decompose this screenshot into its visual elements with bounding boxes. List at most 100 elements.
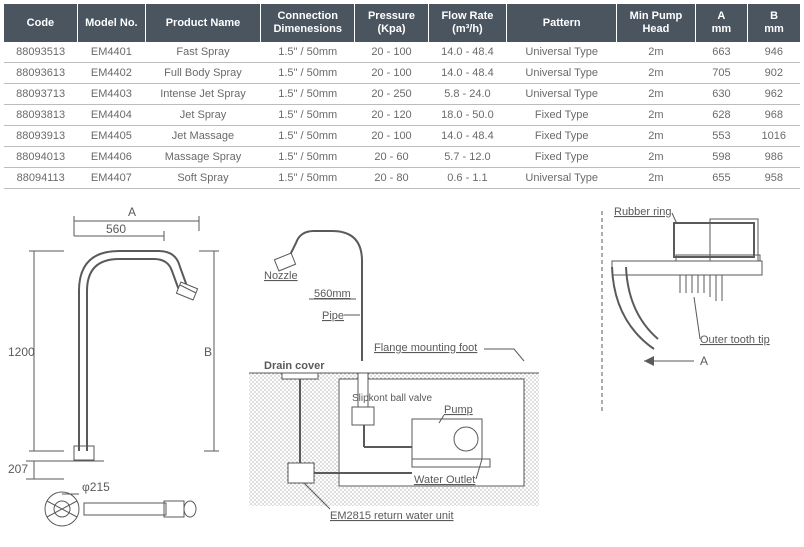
- table-cell: Universal Type: [507, 84, 617, 105]
- table-row: 88093713EM4403Intense Jet Spray1.5" / 50…: [4, 84, 800, 105]
- table-cell: 2m: [617, 168, 696, 189]
- table-cell: 2m: [617, 126, 696, 147]
- table-cell: 598: [695, 147, 747, 168]
- label-flange: Flange mounting foot: [374, 342, 477, 354]
- label-outer-tooth: Outer tooth tip: [700, 334, 770, 346]
- column-header: Flow Rate(m³/h): [428, 4, 507, 42]
- label-return-unit: EM2815 return water unit: [330, 510, 454, 522]
- column-header: Pattern: [507, 4, 617, 42]
- diagram-detail: Rubber ring Outer tooth: [554, 201, 794, 424]
- table-cell: 88093613: [4, 63, 77, 84]
- dim-207-label: 207: [8, 462, 28, 476]
- table-cell: 2m: [617, 84, 696, 105]
- label-drain-cover: Drain cover: [264, 360, 325, 372]
- table-cell: 553: [695, 126, 747, 147]
- table-cell: Fixed Type: [507, 126, 617, 147]
- diagram-dimensional: A 560 1200 B: [4, 201, 234, 534]
- table-cell: 1.5" / 50mm: [261, 126, 355, 147]
- diagrams-row: A 560 1200 B: [4, 201, 800, 534]
- table-row: 88093513EM4401Fast Spray1.5" / 50mm20 - …: [4, 42, 800, 63]
- label-pump: Pump: [444, 404, 473, 416]
- table-cell: 1.5" / 50mm: [261, 42, 355, 63]
- label-pipe: Pipe: [322, 310, 344, 322]
- table-cell: EM4405: [77, 126, 145, 147]
- table-cell: Fixed Type: [507, 105, 617, 126]
- table-cell: 14.0 - 48.4: [428, 126, 507, 147]
- column-header: Product Name: [145, 4, 260, 42]
- table-cell: Full Body Spray: [145, 63, 260, 84]
- table-cell: Jet Massage: [145, 126, 260, 147]
- table-row: 88093813EM4404Jet Spray1.5" / 50mm20 - 1…: [4, 105, 800, 126]
- table-cell: EM4402: [77, 63, 145, 84]
- table-cell: Soft Spray: [145, 168, 260, 189]
- label-A-arrow: A: [700, 354, 708, 368]
- table-cell: 20 - 120: [355, 105, 428, 126]
- table-cell: 2m: [617, 147, 696, 168]
- table-cell: 14.0 - 48.4: [428, 42, 507, 63]
- table-cell: 1.5" / 50mm: [261, 84, 355, 105]
- table-cell: 1.5" / 50mm: [261, 63, 355, 84]
- label-water-outlet: Water Outlet: [414, 474, 475, 486]
- table-cell: 968: [748, 105, 800, 126]
- table-cell: Intense Jet Spray: [145, 84, 260, 105]
- product-table: CodeModel No.Product NameConnectionDimen…: [4, 4, 800, 189]
- table-cell: 628: [695, 105, 747, 126]
- table-cell: 1.5" / 50mm: [261, 105, 355, 126]
- table-cell: 20 - 100: [355, 126, 428, 147]
- dim-phi215-label: φ215: [82, 480, 110, 494]
- table-cell: 20 - 250: [355, 84, 428, 105]
- table-cell: 2m: [617, 42, 696, 63]
- dim-B-label: B: [204, 345, 212, 359]
- table-cell: 20 - 80: [355, 168, 428, 189]
- table-cell: EM4401: [77, 42, 145, 63]
- table-cell: EM4404: [77, 105, 145, 126]
- table-cell: 20 - 100: [355, 63, 428, 84]
- column-header: Model No.: [77, 4, 145, 42]
- table-cell: 1016: [748, 126, 800, 147]
- table-cell: Universal Type: [507, 168, 617, 189]
- table-cell: 902: [748, 63, 800, 84]
- column-header: Amm: [695, 4, 747, 42]
- table-cell: 655: [695, 168, 747, 189]
- table-cell: EM4407: [77, 168, 145, 189]
- table-cell: 88093713: [4, 84, 77, 105]
- column-header: ConnectionDimenesions: [261, 4, 355, 42]
- dim-560-label: 560: [106, 222, 126, 236]
- table-row: 88094013EM4406Massage Spray1.5" / 50mm20…: [4, 147, 800, 168]
- table-cell: Universal Type: [507, 63, 617, 84]
- label-rubber-ring: Rubber ring: [614, 206, 671, 218]
- table-cell: Fast Spray: [145, 42, 260, 63]
- table-cell: 5.8 - 24.0: [428, 84, 507, 105]
- table-cell: 20 - 100: [355, 42, 428, 63]
- table-cell: 962: [748, 84, 800, 105]
- table-cell: Massage Spray: [145, 147, 260, 168]
- table-cell: 1.5" / 50mm: [261, 168, 355, 189]
- table-cell: 88094113: [4, 168, 77, 189]
- table-header-row: CodeModel No.Product NameConnectionDimen…: [4, 4, 800, 42]
- diagram-installation: Nozzle 560mm Pipe Drain cover Flange mou…: [244, 201, 544, 534]
- table-cell: 663: [695, 42, 747, 63]
- table-cell: Jet Spray: [145, 105, 260, 126]
- label-slip-valve: Slipkont ball valve: [352, 393, 432, 404]
- table-row: 88093613EM4402Full Body Spray1.5" / 50mm…: [4, 63, 800, 84]
- table-cell: 2m: [617, 105, 696, 126]
- table-cell: 88093913: [4, 126, 77, 147]
- table-cell: EM4403: [77, 84, 145, 105]
- table-cell: EM4406: [77, 147, 145, 168]
- column-header: Min PumpHead: [617, 4, 696, 42]
- label-nozzle: Nozzle: [264, 270, 298, 282]
- table-cell: 88093513: [4, 42, 77, 63]
- column-header: Code: [4, 4, 77, 42]
- table-cell: 18.0 - 50.0: [428, 105, 507, 126]
- label-560mm: 560mm: [314, 288, 351, 300]
- column-header: Bmm: [748, 4, 800, 42]
- dim-1200-label: 1200: [8, 345, 35, 359]
- table-cell: 630: [695, 84, 747, 105]
- table-row: 88094113EM4407Soft Spray1.5" / 50mm20 - …: [4, 168, 800, 189]
- table-cell: 20 - 60: [355, 147, 428, 168]
- table-cell: 986: [748, 147, 800, 168]
- table-cell: 88093813: [4, 105, 77, 126]
- table-cell: Universal Type: [507, 42, 617, 63]
- table-cell: 1.5" / 50mm: [261, 147, 355, 168]
- table-cell: 2m: [617, 63, 696, 84]
